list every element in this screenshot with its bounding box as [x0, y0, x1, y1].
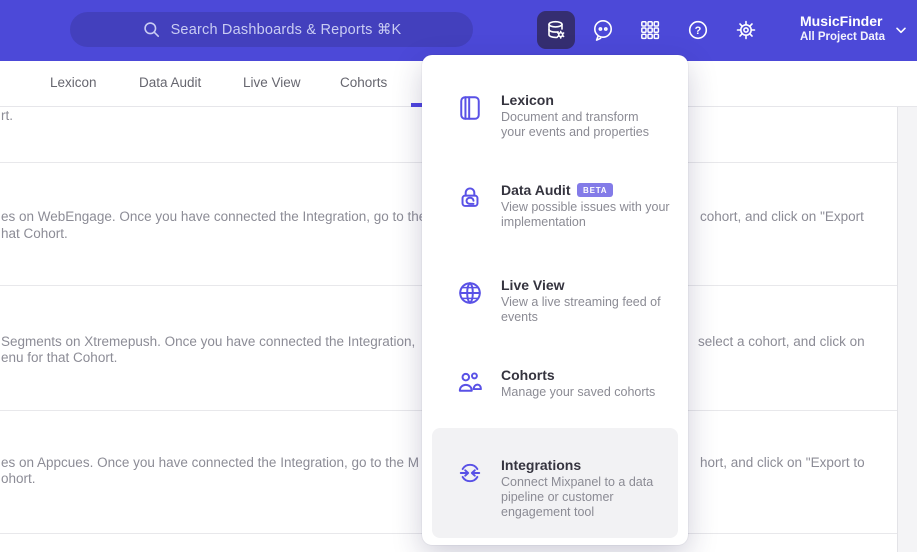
project-scope: All Project Data — [800, 31, 885, 43]
integration-row-text: ohort. — [1, 471, 36, 486]
beta-badge: BETA — [577, 183, 614, 197]
integrations-sync-icon — [459, 463, 481, 483]
search-placeholder: Search Dashboards & Reports ⌘K — [170, 21, 402, 38]
integration-row-text: enu for that Cohort. — [1, 350, 118, 365]
integration-row-text: cohort, and click on "Export — [700, 209, 864, 224]
lexicon-book-icon — [460, 96, 480, 120]
settings-gear-icon — [736, 20, 756, 40]
search-icon — [143, 22, 159, 38]
data-management-dropdown: Lexicon Document and transform your even… — [422, 55, 688, 545]
chevron-down-icon[interactable] — [893, 22, 909, 38]
data-management-icon — [548, 20, 565, 39]
menu-item-title: Live View — [501, 277, 565, 293]
highlighted-item-background — [432, 428, 678, 538]
data-audit-lock-icon — [461, 187, 479, 207]
integration-row-text: hort, and click on "Export to — [700, 455, 865, 470]
integration-row-text: es on WebEngage. Once you have connected… — [1, 209, 427, 224]
settings-button[interactable] — [727, 11, 765, 49]
cohorts-users-icon — [458, 372, 482, 392]
menu-item-title: Cohorts — [501, 367, 555, 383]
project-name: MusicFinder — [800, 13, 883, 29]
project-selector[interactable]: MusicFinder All Project Data — [800, 13, 885, 44]
menu-item-description: View possible issues with your implement… — [501, 200, 670, 229]
data-management-button[interactable] — [537, 11, 575, 49]
menu-item-description: Document and transform your events and p… — [501, 110, 650, 139]
integration-row-text: es on Appcues. Once you have connected t… — [1, 455, 420, 470]
menu-item-title: Data Audit — [501, 182, 571, 198]
svg-text:?: ? — [695, 25, 702, 37]
apps-grid-button[interactable] — [631, 11, 669, 49]
apps-grid-icon — [641, 21, 660, 40]
integration-row-text: select a cohort, and click on — [698, 334, 865, 349]
top-bar: Search Dashboards & Reports ⌘K ? — [0, 0, 917, 61]
menu-item-title: Lexicon — [501, 92, 554, 108]
tab-data-audit[interactable]: Data Audit — [139, 75, 202, 90]
menu-item-description: Manage your saved cohorts — [501, 385, 656, 399]
tab-lexicon[interactable]: Lexicon — [50, 75, 97, 90]
help-button[interactable]: ? — [679, 11, 717, 49]
menu-item-description: View a live streaming feed of events — [501, 295, 661, 324]
integration-row-text: Segments on Xtremepush. Once you have co… — [1, 334, 416, 349]
feedback-button[interactable] — [584, 11, 622, 49]
menu-item-description: Connect Mixpanel to a data pipeline or c… — [501, 475, 654, 519]
help-icon: ? — [688, 20, 708, 40]
feedback-chat-icon — [594, 20, 612, 41]
live-view-globe-icon — [459, 282, 481, 304]
tab-live-view[interactable]: Live View — [243, 75, 301, 90]
scroll-gutter[interactable] — [897, 107, 917, 552]
menu-item-title: Integrations — [501, 457, 582, 473]
tab-cohorts[interactable]: Cohorts — [340, 75, 388, 90]
integration-row-text: rt. — [1, 108, 13, 123]
search-input[interactable]: Search Dashboards & Reports ⌘K — [70, 12, 473, 47]
integration-row-text: hat Cohort. — [1, 226, 68, 241]
